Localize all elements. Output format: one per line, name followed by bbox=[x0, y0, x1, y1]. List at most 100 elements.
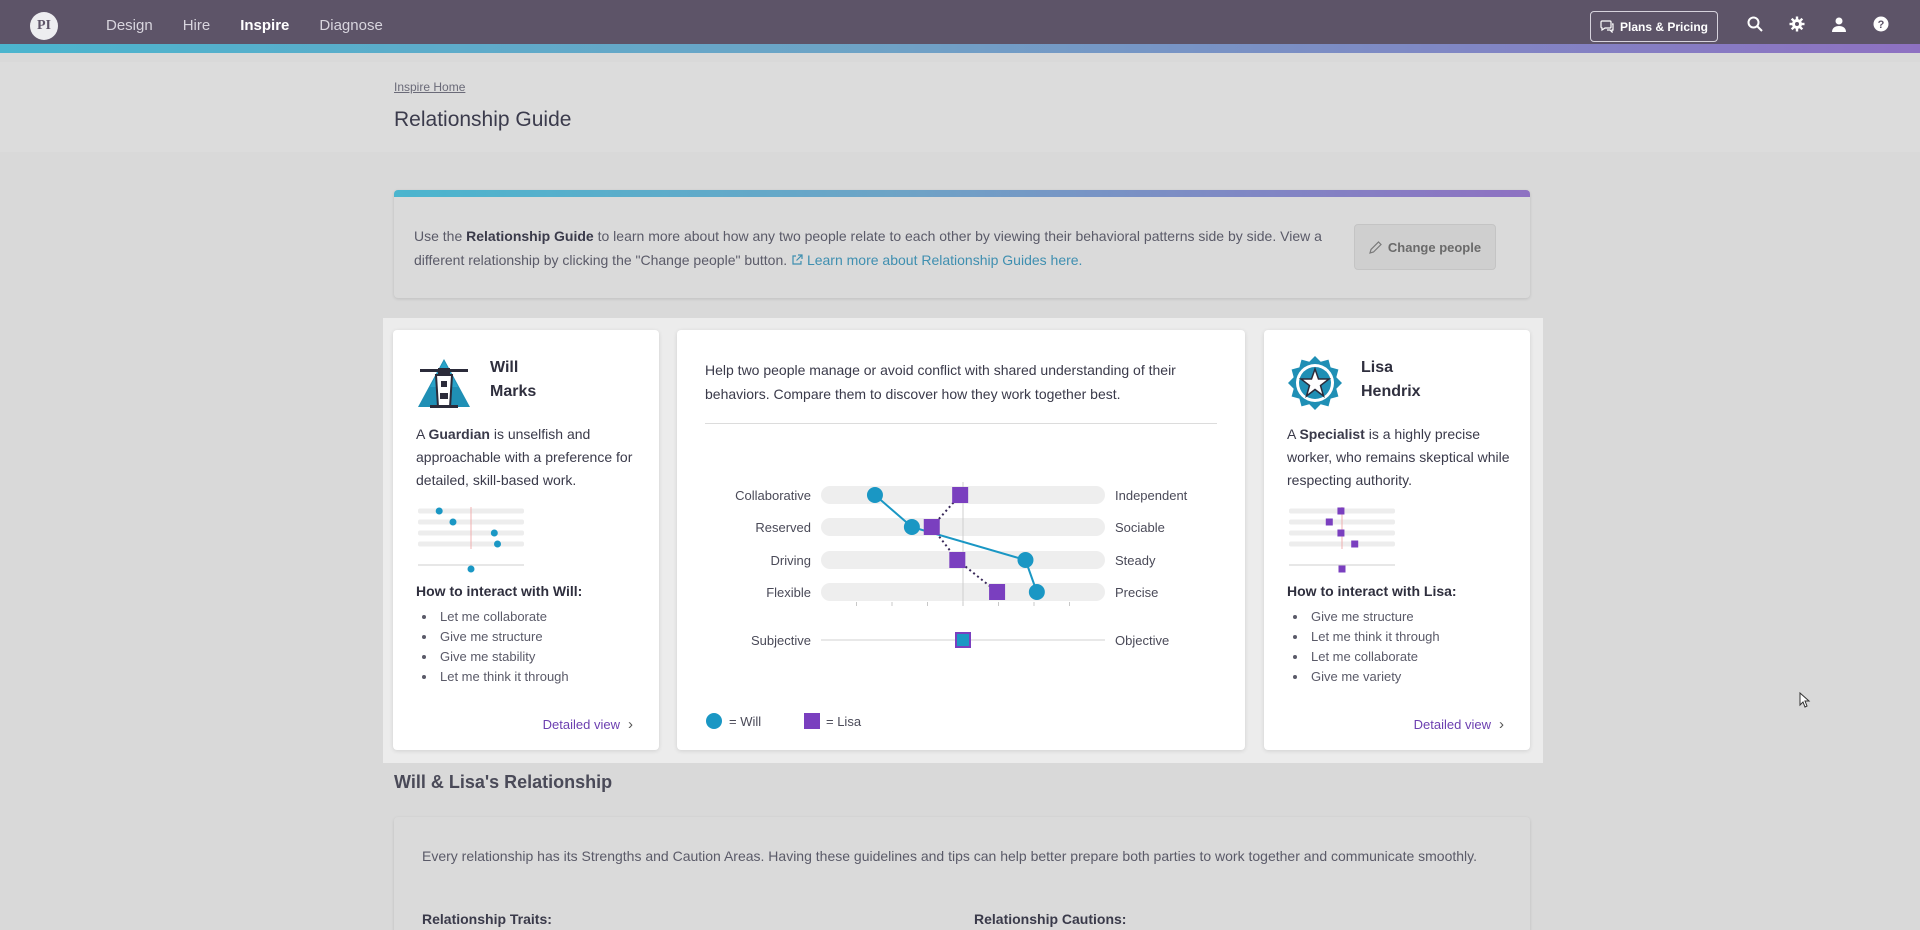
interact-title: How to interact with Lisa: bbox=[1287, 583, 1457, 599]
mini-pattern-chart[interactable] bbox=[1287, 505, 1397, 575]
learn-more-link[interactable]: Learn more about Relationship Guides her… bbox=[791, 252, 1082, 268]
person-last-name: Marks bbox=[490, 383, 537, 400]
factor-right-label: Precise bbox=[1115, 585, 1158, 600]
will-point bbox=[866, 487, 883, 503]
legend-lisa-label: = Lisa bbox=[826, 714, 862, 729]
legend-will-label: = Will bbox=[729, 714, 761, 729]
subjective-label: Subjective bbox=[751, 633, 811, 648]
persona-description: A Specialist is a highly precise worker,… bbox=[1287, 423, 1512, 492]
mini-point bbox=[449, 518, 457, 526]
help-icon[interactable]: ? bbox=[1871, 14, 1891, 34]
objective-label: Objective bbox=[1115, 633, 1169, 648]
detailed-view-label: Detailed view bbox=[542, 717, 620, 732]
mini-point bbox=[490, 529, 498, 537]
list-item: Let me think it through bbox=[1287, 627, 1440, 647]
legend-lisa-marker bbox=[804, 713, 820, 729]
factor-right-label: Independent bbox=[1115, 488, 1188, 503]
banner-text-part: to learn more about how any two people r… bbox=[414, 228, 1322, 268]
change-people-button[interactable]: Change people bbox=[1354, 224, 1496, 270]
detailed-view-link-lisa[interactable]: Detailed view › bbox=[1414, 716, 1504, 733]
persona-description: A Guardian is unselfish and approachable… bbox=[416, 423, 641, 492]
nav-hire[interactable]: Hire bbox=[182, 17, 211, 34]
plans-pricing-label: Plans & Pricing bbox=[1619, 19, 1709, 34]
factor-left-label: Collaborative bbox=[735, 488, 811, 503]
interact-tips-list: Let me collaborate Give me structure Giv… bbox=[416, 607, 569, 687]
list-item: Let me collaborate bbox=[1287, 647, 1440, 667]
person-first-name: Lisa bbox=[1361, 359, 1394, 376]
banner-text-part: Use the bbox=[414, 228, 467, 244]
relationship-cautions-heading: Relationship Cautions: bbox=[974, 911, 1127, 927]
search-icon[interactable] bbox=[1745, 14, 1765, 34]
user-icon[interactable] bbox=[1829, 14, 1849, 34]
factor-right-label: Sociable bbox=[1115, 520, 1165, 535]
banner-text-bold: Relationship Guide bbox=[466, 228, 594, 244]
interact-title: How to interact with Will: bbox=[416, 583, 583, 599]
relationship-traits-heading: Relationship Traits: bbox=[422, 911, 552, 927]
legend-will-marker bbox=[706, 713, 722, 729]
factor-right-label: Steady bbox=[1115, 553, 1156, 568]
nav-design[interactable]: Design bbox=[106, 17, 153, 34]
mini-point bbox=[1338, 565, 1346, 573]
banner-text: Use the Relationship Guide to learn more… bbox=[414, 224, 1344, 272]
detailed-view-link-will[interactable]: Detailed view › bbox=[543, 716, 633, 733]
list-item: Give me structure bbox=[416, 627, 569, 647]
nav-diagnose[interactable]: Diagnose bbox=[319, 17, 383, 34]
persona-text: is unselfish and approachable with a pre… bbox=[416, 426, 633, 488]
gear-icon[interactable] bbox=[1787, 14, 1807, 34]
mini-point bbox=[1351, 540, 1359, 548]
interact-tips-list: Give me structure Let me think it throug… bbox=[1287, 607, 1440, 687]
will-point bbox=[1028, 584, 1045, 600]
person-card-will: Will Marks A Guardian is unselfish and a… bbox=[393, 330, 659, 750]
mini-point bbox=[494, 540, 501, 548]
comparison-card: Help two people manage or avoid conflict… bbox=[677, 330, 1245, 750]
nav-inspire[interactable]: Inspire bbox=[240, 17, 290, 34]
person-name: Lisa Hendrix bbox=[1361, 356, 1421, 404]
mini-point bbox=[435, 507, 443, 515]
pencil-icon bbox=[1369, 240, 1382, 254]
svg-text:?: ? bbox=[1878, 19, 1885, 31]
will-point bbox=[903, 519, 920, 535]
change-people-label: Change people bbox=[1387, 239, 1482, 255]
will-subjective-point bbox=[957, 634, 969, 646]
main-nav: Design Hire Inspire Diagnose bbox=[106, 17, 383, 34]
list-item: Let me collaborate bbox=[416, 607, 569, 627]
page-header: Inspire Home Relationship Guide bbox=[0, 62, 1920, 152]
mini-point bbox=[1337, 529, 1345, 537]
pi-logo[interactable]: PI bbox=[30, 12, 58, 40]
relationship-description: Every relationship has its Strengths and… bbox=[422, 848, 1478, 864]
factor-left-label: Reserved bbox=[755, 520, 811, 535]
factor-left-label: Driving bbox=[771, 553, 811, 568]
persona-article: A bbox=[416, 426, 429, 442]
learn-more-label: Learn more about Relationship Guides her… bbox=[806, 252, 1083, 268]
list-item: Give me stability bbox=[416, 647, 569, 667]
divider bbox=[705, 423, 1217, 424]
banner-stripe bbox=[394, 190, 1530, 197]
comparison-intro: Help two people manage or avoid conflict… bbox=[705, 362, 1176, 402]
person-card-lisa: Lisa Hendrix A Specialist is a highly pr… bbox=[1264, 330, 1530, 750]
relationship-card: Every relationship has its Strengths and… bbox=[394, 817, 1530, 930]
guardian-lighthouse-icon bbox=[418, 359, 470, 408]
breadcrumb-inspire-home[interactable]: Inspire Home bbox=[394, 80, 466, 94]
lisa-point bbox=[952, 487, 969, 503]
mini-pattern-chart[interactable] bbox=[416, 505, 526, 575]
specialist-star-icon bbox=[1288, 356, 1342, 410]
mini-point bbox=[467, 565, 475, 573]
info-banner: Use the Relationship Guide to learn more… bbox=[394, 190, 1530, 298]
detailed-view-label: Detailed view bbox=[1413, 717, 1491, 732]
will-point bbox=[1017, 552, 1034, 568]
chat-icon bbox=[1600, 20, 1614, 33]
page-title: Relationship Guide bbox=[394, 108, 572, 131]
mini-point bbox=[1325, 518, 1333, 526]
list-item: Let me think it through bbox=[416, 667, 569, 687]
external-link-icon bbox=[792, 254, 803, 265]
nav-accent-stripe bbox=[0, 44, 1920, 53]
plans-pricing-button[interactable]: Plans & Pricing bbox=[1590, 11, 1718, 42]
person-first-name: Will bbox=[490, 359, 519, 376]
mini-point bbox=[1337, 507, 1345, 515]
lisa-point bbox=[949, 552, 966, 568]
persona-text: is a highly precise worker, who remains … bbox=[1287, 426, 1510, 488]
lisa-point bbox=[989, 584, 1006, 600]
persona-profile: Specialist bbox=[1299, 426, 1365, 442]
top-nav-bar: PI Design Hire Inspire Diagnose Plans & … bbox=[0, 0, 1920, 53]
persona-profile: Guardian bbox=[428, 426, 490, 442]
